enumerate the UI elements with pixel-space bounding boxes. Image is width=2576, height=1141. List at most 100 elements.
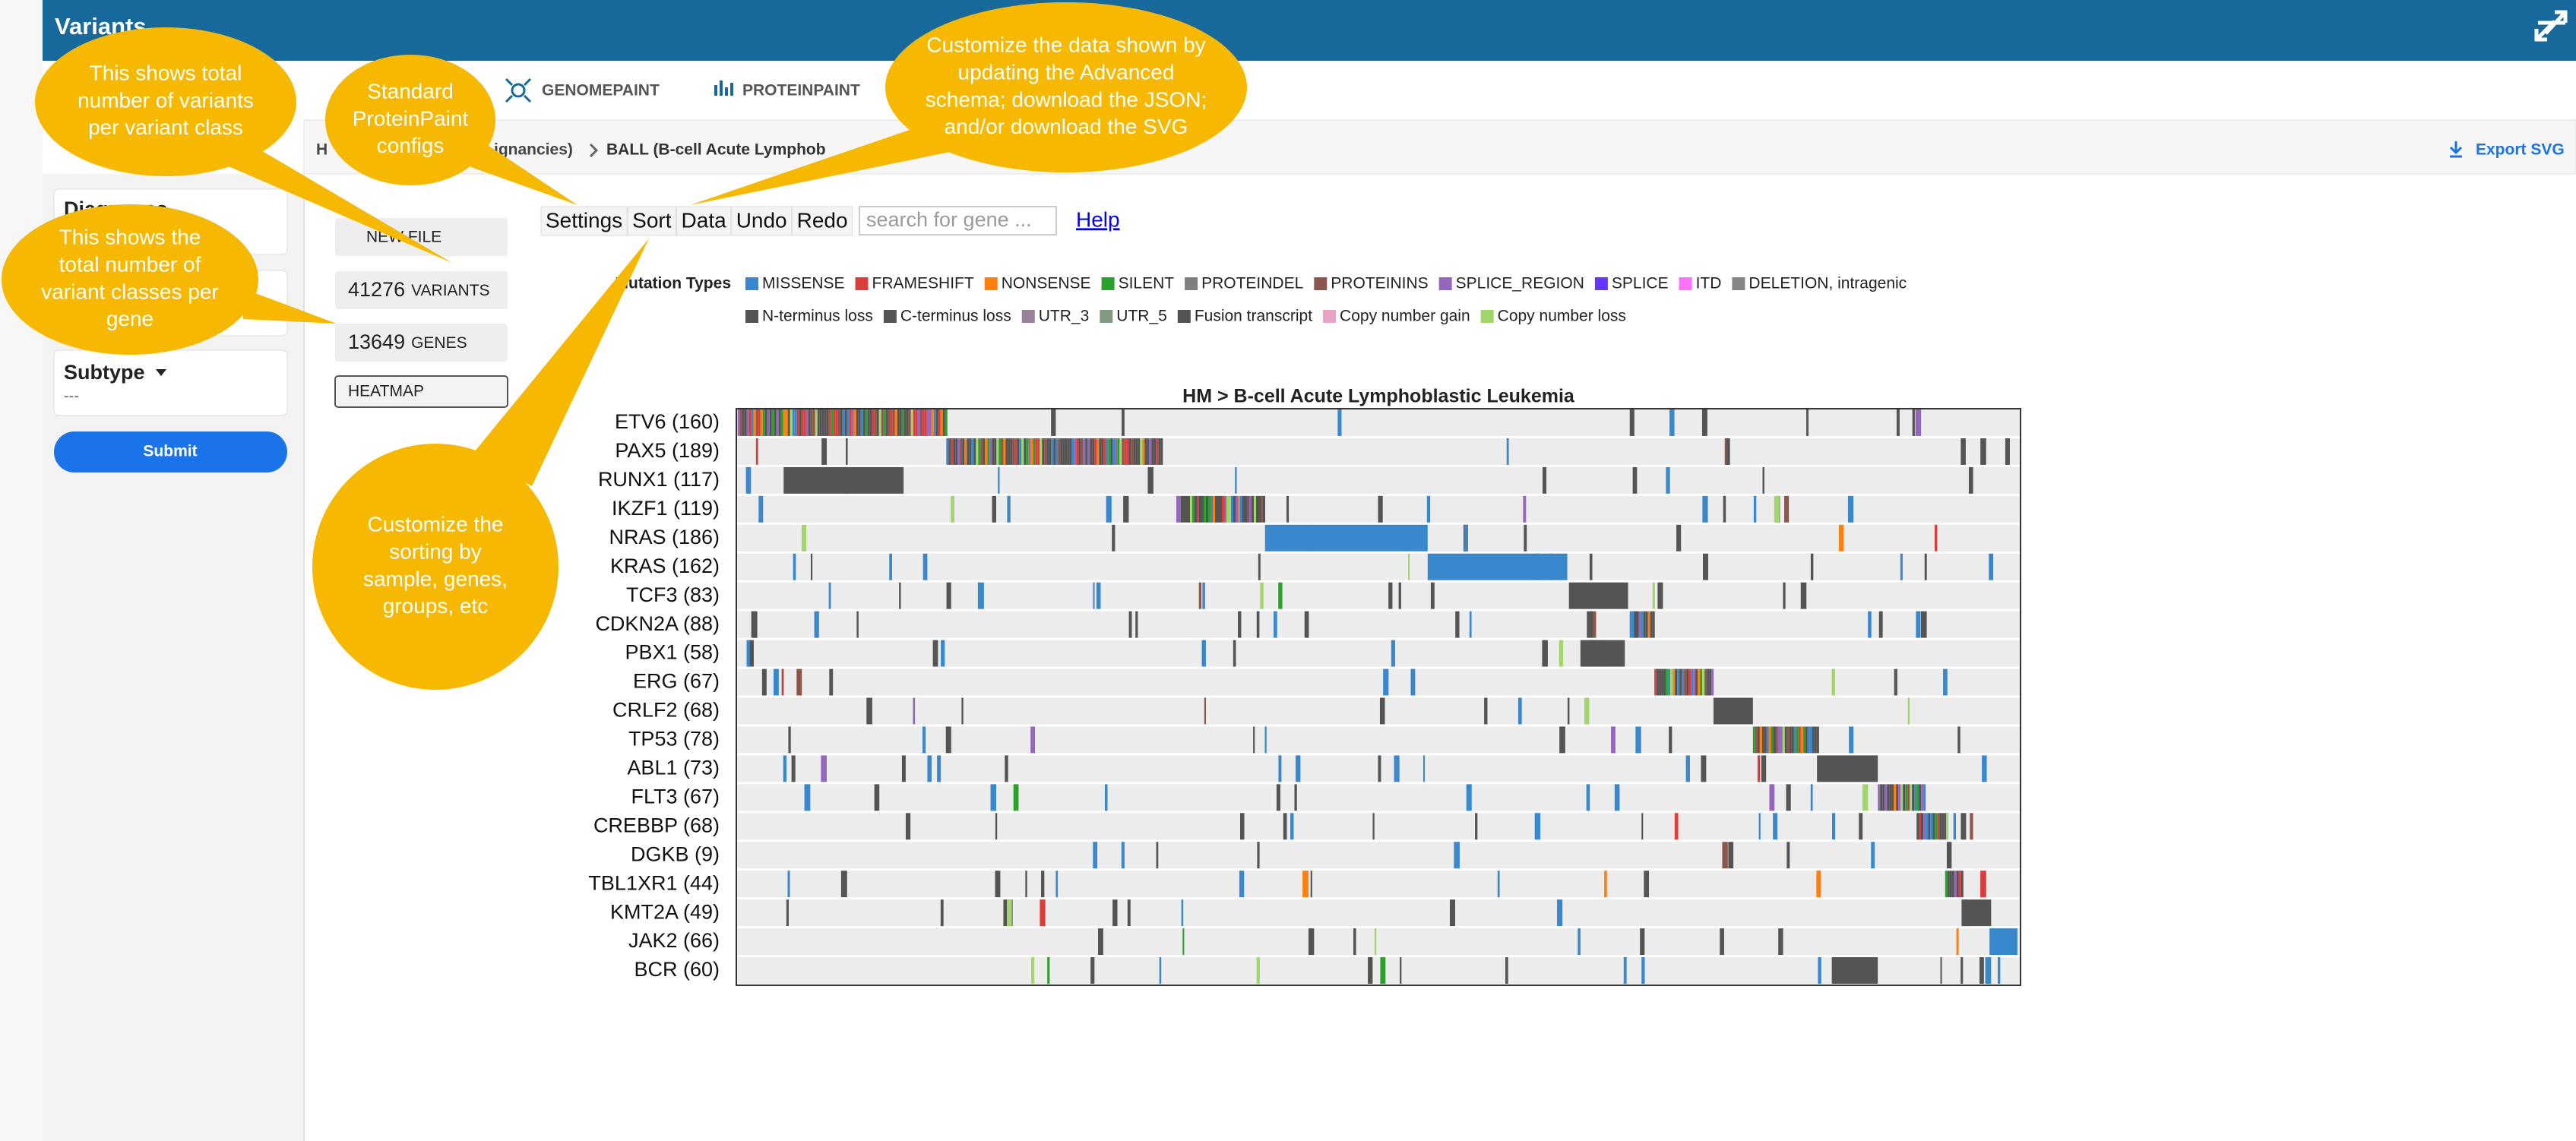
subtype-label: Subtype bbox=[64, 361, 145, 384]
heatmap-cell bbox=[1657, 668, 1660, 696]
heatmap-cell bbox=[1682, 668, 1685, 696]
heatmap-cell bbox=[856, 611, 859, 638]
heatmap-cell bbox=[922, 553, 928, 580]
toolbar-button[interactable] bbox=[731, 206, 793, 236]
callout-bubble bbox=[35, 27, 296, 176]
heatmap-cell bbox=[899, 582, 901, 609]
search-input[interactable] bbox=[859, 206, 1057, 235]
heatmap-cell bbox=[1961, 899, 1992, 927]
heatmap-cell bbox=[1290, 813, 1294, 840]
heatmap-cell bbox=[1005, 438, 1008, 465]
heatmap-cell bbox=[926, 409, 929, 436]
heatmap-row-bg bbox=[736, 697, 2021, 725]
help-link[interactable]: Help bbox=[1076, 207, 1120, 231]
heatmap-cell bbox=[1133, 438, 1136, 465]
heatmap-cell bbox=[1849, 726, 1854, 754]
callout-bubble bbox=[325, 55, 495, 185]
heatmap-row-label: TBL1XR1 (44) bbox=[588, 871, 720, 894]
callouts: This shows total number of variants per va… bbox=[2, 2, 1247, 690]
variants-stat-box[interactable] bbox=[335, 271, 508, 309]
heatmap-cell bbox=[1019, 438, 1022, 465]
heatmap-cell bbox=[821, 755, 828, 782]
legend-label: SILENT bbox=[1119, 275, 1175, 292]
heatmap-cell bbox=[1907, 784, 1910, 811]
heatmap-cell bbox=[1239, 495, 1242, 523]
breadcrumb-item[interactable]: ignancies) bbox=[494, 141, 573, 159]
heatmap-cell bbox=[1092, 438, 1095, 465]
breadcrumb-item[interactable]: BALL (B-cell Acute Lymphob bbox=[606, 141, 826, 159]
callout-bubble bbox=[312, 444, 559, 690]
callout-pointer bbox=[243, 289, 337, 324]
heatmap-cell bbox=[821, 409, 824, 436]
heatmap-cell bbox=[815, 409, 818, 436]
toolbar-button[interactable] bbox=[792, 206, 853, 236]
heatmap-cell bbox=[774, 668, 779, 696]
heatmap-cell bbox=[1713, 697, 1753, 725]
heatmap-cell bbox=[1239, 813, 1245, 840]
heatmap-cell bbox=[1632, 466, 1638, 494]
heatmap-cell bbox=[1410, 668, 1416, 696]
legend-swatch bbox=[1177, 310, 1191, 323]
legend-label: PROTEININS bbox=[1331, 275, 1428, 292]
heatmap-cell bbox=[1838, 524, 1844, 552]
heatmap-cell bbox=[1831, 957, 1878, 984]
heatmap-cell bbox=[1542, 640, 1548, 667]
heatmap-cell bbox=[1568, 582, 1628, 609]
heatmap-cell bbox=[1954, 871, 1957, 898]
callout-text: gene bbox=[106, 307, 153, 330]
heatmap-cell bbox=[1926, 813, 1929, 840]
heatmap-row-label: PBX1 (58) bbox=[625, 641, 720, 664]
heatmap-cell bbox=[1454, 842, 1460, 869]
legend-label: UTR_3 bbox=[1039, 308, 1090, 325]
icon-shape bbox=[725, 87, 728, 96]
heatmap-cell bbox=[1956, 871, 1959, 898]
legend-swatch bbox=[1480, 310, 1494, 323]
callout-text: Standard bbox=[367, 80, 454, 103]
heatmap-row-label: CRLF2 (68) bbox=[612, 699, 720, 722]
heatmap-cell bbox=[1709, 668, 1712, 696]
heatmap-cell bbox=[746, 409, 749, 436]
heatmap-row-label: CDKN2A (88) bbox=[595, 612, 720, 635]
expand-icon[interactable] bbox=[2534, 10, 2568, 42]
legend-swatch bbox=[1021, 310, 1035, 323]
heatmap-cell bbox=[1980, 871, 1986, 898]
heatmap-cell bbox=[992, 495, 996, 523]
breadcrumb-item[interactable]: H bbox=[316, 141, 328, 159]
callout-pointer bbox=[690, 129, 950, 205]
heatmap-cell bbox=[1310, 871, 1312, 898]
heatmap-cell bbox=[1654, 668, 1657, 696]
heatmap-row-label: TP53 (78) bbox=[628, 728, 720, 751]
heatmap-cell bbox=[851, 409, 854, 436]
heatmap-cell bbox=[1246, 495, 1249, 523]
heatmap-cell bbox=[892, 409, 895, 436]
heatmap-cell bbox=[1759, 726, 1762, 754]
tab-label[interactable]: PROTEINPAINT bbox=[742, 82, 860, 100]
export-button[interactable]: Export SVG bbox=[2449, 141, 2565, 159]
heatmap-button[interactable] bbox=[334, 375, 508, 408]
tab-label[interactable]: GENOMEPAINT bbox=[542, 82, 660, 100]
heatmap-cell bbox=[948, 438, 951, 465]
toolbar-button[interactable] bbox=[676, 206, 732, 236]
heatmap-cell bbox=[1302, 871, 1309, 898]
heatmap-cell bbox=[1251, 495, 1254, 523]
heatmap-cell bbox=[780, 409, 783, 436]
heatmap-cell bbox=[1814, 726, 1817, 754]
heatmap-cell bbox=[1198, 582, 1202, 609]
heatmap-row-bg bbox=[736, 640, 2021, 667]
heatmap-cell bbox=[791, 755, 796, 782]
heatmap-cell bbox=[862, 409, 866, 436]
toolbar-button[interactable] bbox=[627, 206, 677, 236]
toolbar-button[interactable] bbox=[540, 206, 628, 236]
callout-text: variant classes per bbox=[41, 280, 218, 303]
heatmap-cell bbox=[1896, 784, 1899, 811]
icon-shape bbox=[720, 81, 723, 96]
genes-stat-box[interactable] bbox=[335, 324, 508, 362]
submit-button[interactable] bbox=[54, 431, 287, 473]
heatmap-cell bbox=[1985, 957, 1992, 984]
heatmap-cell bbox=[1675, 668, 1678, 696]
heatmap-cell bbox=[1258, 495, 1261, 523]
heatmap-cell bbox=[1506, 438, 1509, 465]
legend-label: FRAMESHIFT bbox=[872, 275, 974, 292]
heatmap-cell bbox=[1196, 495, 1199, 523]
heatmap-cell bbox=[1958, 871, 1961, 898]
